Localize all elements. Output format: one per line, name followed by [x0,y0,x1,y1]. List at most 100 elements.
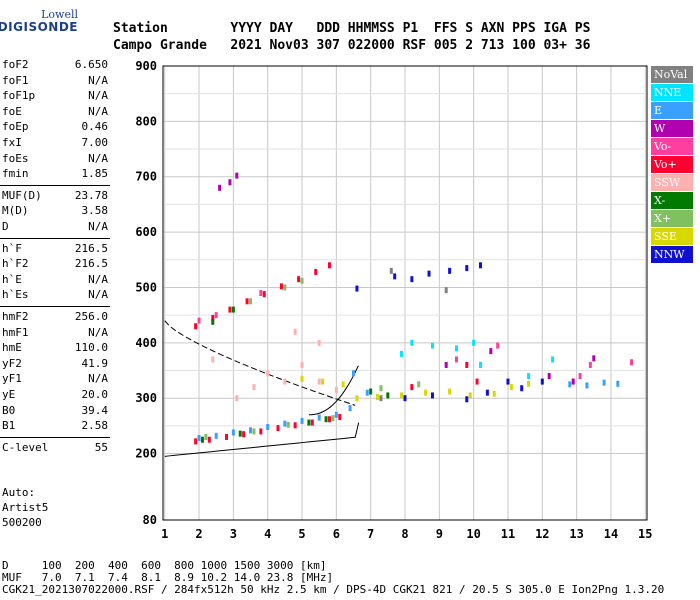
auto-program: Artist5 [2,501,49,514]
param-row-hf2: h`F2 216.5 [2,257,108,273]
data-point-noval [444,287,448,294]
param-value: 216.5 [74,257,108,271]
data-point-noval [389,267,393,274]
param-name: hmF2 [2,310,29,323]
data-point-e [568,381,572,388]
data-point-e [300,417,304,424]
data-point-x [307,419,311,426]
data-point-x [417,381,421,388]
param-value: N/A [88,104,108,118]
param-name: fmin [2,167,29,181]
data-point-vo [310,419,314,426]
data-point-e [283,420,287,427]
data-point-nnw [506,378,510,385]
footer-muf-row: MUF 7.0 7.1 7.4 8.1 8.9 10.2 14.0 23.8 [… [2,571,334,584]
data-point-sse [355,395,359,402]
legend-item-ssw: SSW [651,174,693,191]
y-tick-label: 800 [135,114,157,128]
param-separator [0,237,110,239]
data-point-e [334,411,338,418]
y-tick-label: 700 [135,170,157,184]
x-tick-label: 1 [161,527,168,541]
auto-label: Auto: [2,486,36,499]
legend: NoVal NNE E W Vo- Vo+ SSW X- X+ SSE NNW [651,66,693,264]
param-row-b1: B1 2.58 [2,419,108,435]
data-point-w [228,179,232,186]
param-row-he: h`E N/A [2,273,108,289]
data-point-vo [207,436,211,443]
data-point-vo [194,438,198,445]
param-name: h`Es [2,288,29,302]
param-name: h`F2 [2,257,29,271]
param-name: D [2,220,9,233]
data-point-x [231,306,235,313]
station-header: Station YYYY DAY DDD HHMMSS P1 FFS S AXN… [113,20,590,54]
x-tick-label: 5 [298,527,305,541]
footer-distance-row: D 100 200 400 600 800 1000 1500 3000 [km… [2,559,327,572]
x-tick-label: 10 [466,527,480,541]
x-tick-label: 8 [401,527,408,541]
data-point-nnw [479,262,483,269]
data-point-ssw [293,328,297,335]
param-value: N/A [88,73,108,87]
data-point-vo [327,416,331,423]
data-point-sse [527,380,531,387]
data-point-vo [225,433,229,440]
data-point-nnw [465,396,469,403]
param-name: foE [2,104,22,118]
param-name: B1 [2,419,16,433]
x-tick-label: 12 [535,527,549,541]
param-name: yF2 [2,356,22,370]
param-value: 2.58 [81,419,109,433]
data-point-vo [588,361,592,368]
y-tick-label: 300 [135,391,157,405]
data-point-ssw [252,384,256,391]
param-separator [0,306,110,307]
header-values: Campo Grande 2021 Nov03 307 022000 RSF 0… [113,38,591,53]
param-value: 39.4 [81,403,109,417]
param-value: N/A [88,325,108,339]
param-name: B0 [2,403,16,417]
legend-item-sse: SSE [651,228,693,245]
data-point-sse [300,375,304,382]
param-separator [0,184,110,186]
param-row-b0: B0 39.4 [2,404,108,420]
x-tick-label: 13 [569,527,583,541]
data-point-vo [276,425,280,432]
data-point-e [214,432,218,439]
footer: D 100 200 400 600 800 1000 1500 3000 [km… [2,560,664,596]
x-tick-label: 6 [333,527,340,541]
y-tick-label: 80 [143,513,157,527]
legend-item-x: X+ [651,210,693,227]
y-tick-label: 200 [135,447,157,461]
x-tick-label: 3 [230,527,237,541]
data-point-vo [454,356,458,363]
data-point-ssw [317,339,321,346]
data-point-ssw [300,361,304,368]
data-point-nne [430,342,434,349]
param-name: C-level [2,440,49,454]
param-row-mufd: MUF(D) 23.78 [2,189,108,205]
data-point-vo [197,317,201,324]
data-point-nnw [393,273,397,280]
y-tick-label: 600 [135,225,157,239]
legend-item-nnw: NNW [651,246,693,263]
plot-frame [162,65,648,521]
data-point-ssw [283,378,287,385]
param-value: 0.46 [81,120,109,134]
y-tick-label: 900 [135,59,157,73]
data-point-vo [211,314,215,321]
data-point-x [286,421,290,428]
data-point-x [249,298,253,305]
data-point-x [379,385,383,392]
data-point-vo [245,298,249,305]
data-point-e [602,379,606,386]
data-point-vo [297,276,301,283]
data-point-w [592,355,596,362]
data-point-nne [472,339,476,346]
param-separator [0,436,110,438]
data-point-nnw [430,392,434,399]
param-value: 3.58 [81,204,109,218]
auto-version: 500200 [2,516,42,529]
